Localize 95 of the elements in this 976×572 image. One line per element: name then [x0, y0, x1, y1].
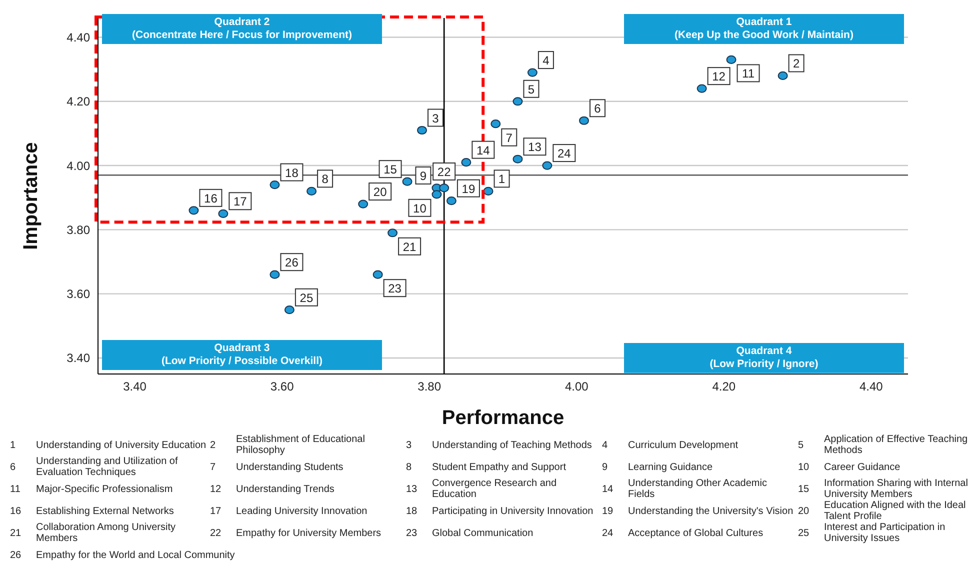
annotation: 11 — [742, 66, 755, 81]
annotation: 12 — [712, 70, 726, 84]
annotation: 10 — [413, 201, 427, 216]
text: 5 Application of Effective Teaching Methods — [798, 434, 968, 456]
point — [527, 68, 538, 77]
point — [490, 120, 501, 128]
annotation: 1 — [498, 172, 506, 186]
annotation: 19 — [462, 182, 476, 196]
quadrant-banner: Quadrant 2 (Concentrate Here / Focus for Improvement) — [102, 14, 382, 44]
text: 16 Establishing External Networks — [10, 506, 174, 516]
y-tick-label: 4.00 — [66, 158, 90, 173]
annotation: 16 — [204, 191, 218, 206]
text: 7 Understanding Students — [210, 462, 344, 472]
text: 26 Empathy for the World and Local Community — [10, 550, 235, 560]
annotation: 23 — [388, 282, 402, 296]
text: 17 Leading University Innovation — [210, 506, 368, 516]
text: 21 Collaboration Among University Members — [10, 522, 176, 544]
point — [284, 306, 294, 314]
text: 10 Career Guidance — [798, 462, 900, 472]
text: 24 Acceptance of Global Cultures — [602, 528, 764, 538]
text: 25 Interest and Participation in University Issues — [798, 522, 946, 544]
text: 15 Information Sharing with Internal University Members — [798, 478, 968, 500]
annotation: 9 — [420, 168, 427, 183]
y-tick-label: 3.60 — [66, 287, 90, 302]
quadrant-banner: Quadrant 1 (Keep Up the Good Work / Maintain) — [624, 14, 904, 44]
x-tick-label: 3.60 — [270, 380, 294, 394]
quadrant-banner: Quadrant 3 (Low Priority / Possible Overkill) — [102, 340, 382, 370]
point — [402, 177, 412, 186]
point — [358, 200, 368, 208]
text: 9 Learning Guidance — [602, 462, 713, 472]
point — [417, 126, 427, 135]
point — [461, 158, 472, 167]
point — [726, 55, 736, 64]
text: 4 Curriculum Development — [602, 440, 738, 450]
y-tick-label: 4.20 — [66, 94, 90, 109]
point — [372, 270, 383, 279]
point — [579, 116, 589, 125]
text: 23 Global Communication — [406, 528, 534, 538]
annotation: 22 — [437, 164, 452, 179]
point — [439, 184, 450, 192]
text: 19 Understanding the University's Vision — [602, 506, 794, 516]
text: 11 Major-Specific Professionalism — [10, 484, 173, 494]
point — [483, 186, 494, 196]
text: 2 Establishment of Educational Philosophy — [210, 434, 365, 456]
annotation: 14 — [476, 143, 490, 158]
text: 12 Understanding Trends — [210, 484, 334, 494]
annotation: 2 — [792, 56, 800, 71]
quadrant-banner: Quadrant 4 (Low Priority / Ignore) — [624, 343, 904, 373]
point — [270, 180, 280, 190]
annotation: 7 — [506, 130, 513, 145]
annotation: 18 — [285, 166, 299, 180]
point — [218, 209, 228, 218]
annotation: 13 — [528, 140, 542, 154]
annotation: 25 — [300, 290, 314, 305]
text: 13 Convergence Research and Education — [406, 478, 557, 500]
annotation: 6 — [594, 102, 602, 116]
annotation: 15 — [384, 162, 398, 177]
point — [696, 84, 707, 93]
point — [542, 161, 552, 170]
y-tick-label: 4.40 — [66, 30, 90, 45]
y-tick-label: 3.80 — [66, 222, 90, 237]
text: 3 Understanding of Teaching Methods — [406, 440, 592, 450]
point — [512, 97, 523, 106]
point — [388, 228, 398, 238]
x-axis-title: Performance — [442, 407, 564, 429]
y-tick-label: 3.40 — [66, 351, 90, 366]
annotation: 17 — [234, 194, 248, 209]
point — [512, 154, 523, 164]
annotation: 24 — [558, 146, 572, 161]
point — [270, 270, 280, 279]
x-tick-label: 3.40 — [123, 380, 147, 394]
y-axis-title: Importance — [20, 142, 42, 250]
text: 18 Participating in University Innovation — [406, 506, 594, 516]
point — [306, 186, 317, 196]
x-tick-label: 4.00 — [564, 380, 589, 394]
x-tick-label: 4.20 — [712, 380, 736, 394]
annotation: 21 — [402, 240, 417, 254]
annotation: 26 — [285, 256, 299, 270]
text: 8 Student Empathy and Support — [406, 462, 566, 472]
point — [446, 196, 456, 206]
x-tick-label: 3.80 — [418, 380, 442, 394]
annotation: 4 — [542, 54, 550, 68]
point — [432, 190, 442, 199]
annotation: 20 — [373, 185, 388, 200]
annotation: 8 — [322, 172, 329, 186]
annotation: 3 — [432, 111, 440, 126]
x-tick-label: 4.40 — [860, 380, 884, 394]
text: 22 Empathy for University Members — [210, 528, 382, 538]
point — [778, 71, 788, 80]
text: 14 Understanding Other Academic Fields — [602, 478, 767, 500]
text: 1 Understanding of University Education — [10, 440, 206, 450]
point — [188, 206, 199, 215]
text: 20 Education Aligned with the Ideal Talent Profile — [798, 500, 966, 522]
text: 6 Understanding and Utilization of Evaluation Techniques — [10, 456, 178, 478]
annotation: 5 — [528, 82, 535, 96]
